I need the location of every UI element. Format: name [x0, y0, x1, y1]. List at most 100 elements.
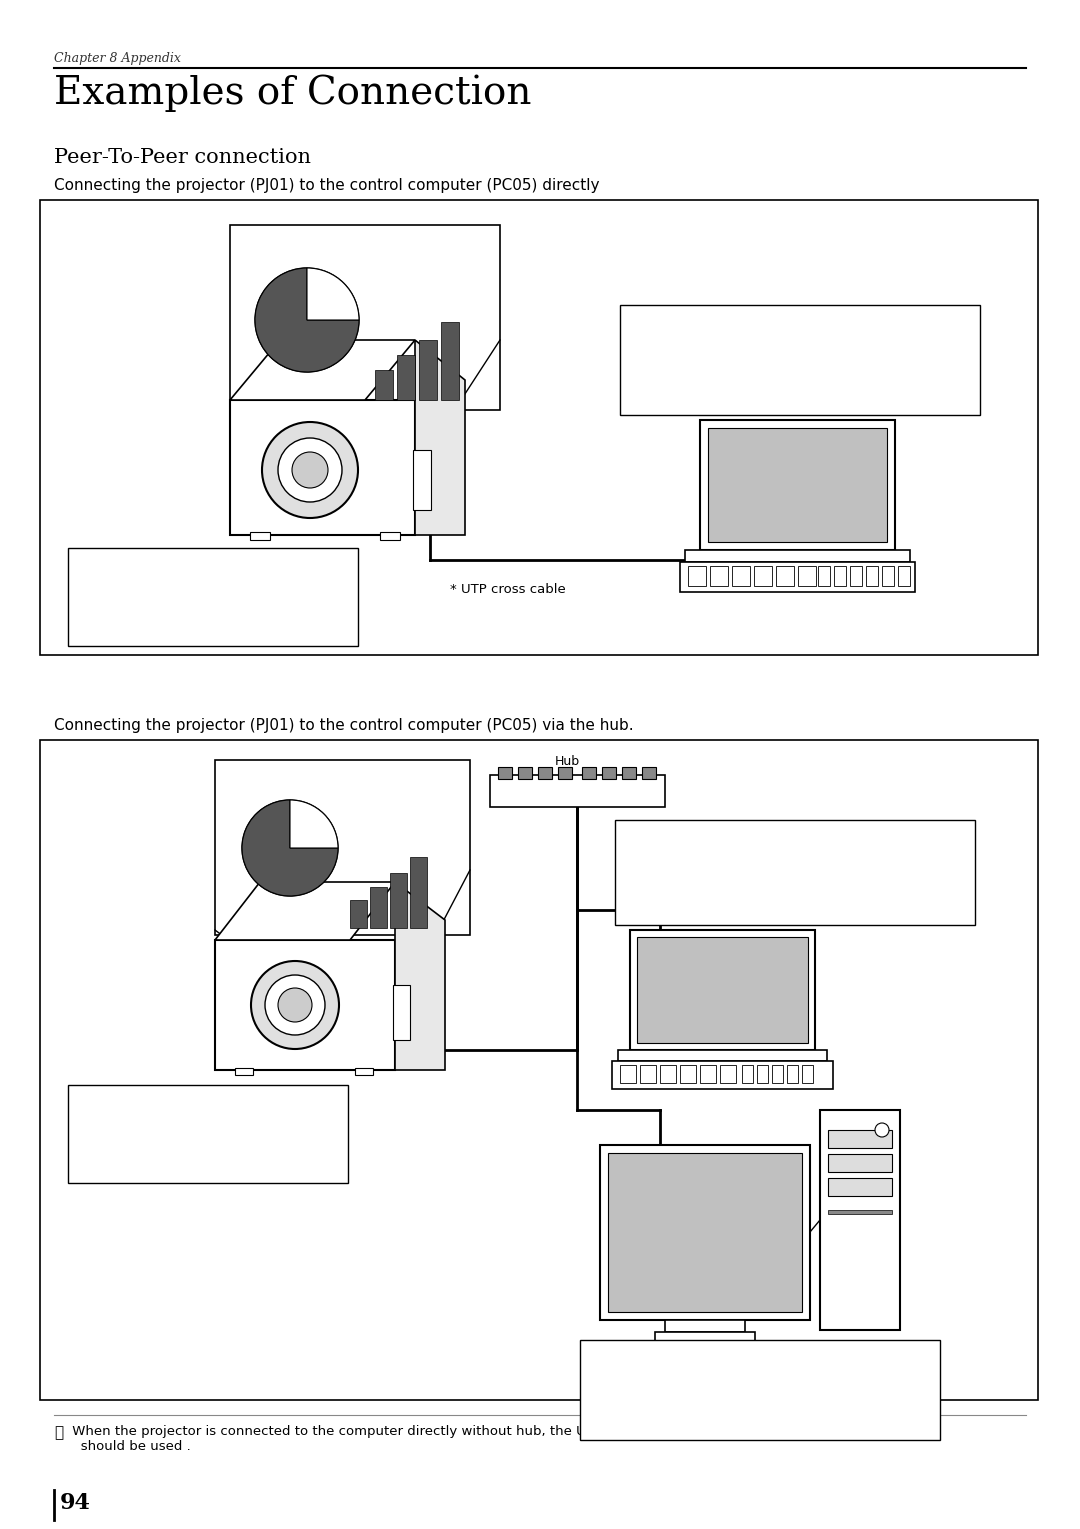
Bar [397, 355, 415, 401]
Bar [419, 339, 437, 401]
Text: Default Gateway: Default Gateway [627, 367, 721, 378]
Text: : 0.0.0.0: : 0.0.0.0 [206, 1153, 249, 1162]
Circle shape [278, 988, 312, 1021]
Bar [828, 1209, 892, 1214]
Text: : 0.0.0.0: : 0.0.0.0 [206, 1138, 249, 1148]
Bar [582, 768, 596, 778]
Bar [777, 566, 794, 586]
Bar [828, 1130, 892, 1148]
Text: Projector Name: PJ01: Projector Name: PJ01 [75, 553, 216, 567]
Polygon shape [415, 339, 465, 535]
Circle shape [875, 1122, 889, 1138]
Bar [600, 1145, 810, 1320]
Text: :: : [789, 896, 794, 907]
Text: : 192.168.0.2: : 192.168.0.2 [206, 1109, 275, 1119]
Polygon shape [230, 339, 415, 401]
Bar [370, 887, 387, 928]
Text: IP Address: IP Address [623, 849, 680, 858]
Text: Computer Name: PC05: Computer Name: PC05 [627, 313, 786, 326]
Bar [68, 1086, 348, 1183]
Circle shape [255, 268, 359, 372]
Text: Subnet Mask: Subnet Mask [588, 1384, 660, 1394]
Bar [40, 200, 1038, 654]
Bar [350, 901, 367, 928]
Bar [230, 225, 500, 410]
Bar [602, 768, 616, 778]
Bar [441, 323, 459, 401]
Wedge shape [255, 268, 359, 372]
Text: Projector Name: PJ01: Projector Name: PJ01 [75, 1092, 216, 1104]
Text: Subnet Mask: Subnet Mask [75, 587, 141, 596]
Text: : 255.255.255.0: : 255.255.255.0 [755, 1384, 843, 1394]
Bar [615, 820, 975, 925]
Bar [393, 985, 410, 1040]
Bar [215, 760, 470, 936]
Bar [249, 532, 270, 540]
Bar [375, 370, 393, 401]
Bar [757, 1066, 768, 1083]
Text: :: : [789, 881, 794, 890]
Text: IP Address: IP Address [75, 1109, 129, 1119]
Bar [654, 1332, 755, 1342]
Text: :: : [755, 1416, 758, 1427]
Bar [802, 1066, 813, 1083]
Circle shape [251, 962, 339, 1049]
Text: : 0.0.0.0: : 0.0.0.0 [208, 616, 251, 625]
Text: * UTP cross cable: * UTP cross cable [450, 583, 566, 596]
Text: : 255.255.255.0: : 255.255.255.0 [206, 1124, 289, 1133]
Bar [215, 940, 395, 1070]
Polygon shape [215, 882, 395, 940]
Bar [618, 1050, 827, 1061]
Bar [700, 420, 895, 550]
Circle shape [262, 422, 357, 518]
Text: : 255.255.255.0: : 255.255.255.0 [795, 352, 883, 361]
Text: Connecting the projector (PJ01) to the control computer (PC05) directly: Connecting the projector (PJ01) to the c… [54, 177, 599, 193]
Text: DNS: DNS [627, 382, 652, 393]
Bar [708, 428, 887, 541]
Bar [630, 930, 815, 1050]
Bar [380, 532, 400, 540]
Text: :: : [795, 367, 798, 378]
Polygon shape [395, 882, 445, 1070]
Wedge shape [242, 800, 338, 896]
Bar [558, 768, 572, 778]
Text: 94: 94 [60, 1492, 91, 1514]
Bar [680, 1066, 696, 1083]
Bar [413, 450, 431, 511]
Bar [897, 566, 910, 586]
Bar [685, 550, 910, 563]
Bar [828, 1177, 892, 1196]
Bar [834, 566, 846, 586]
Text: Computer Name: PC10: Computer Name: PC10 [588, 1349, 746, 1361]
Text: Connecting the projector (PJ01) to the control computer (PC05) via the hub.: Connecting the projector (PJ01) to the c… [54, 719, 634, 732]
Bar [230, 401, 415, 535]
Text: IP Address: IP Address [627, 335, 686, 346]
Bar [40, 740, 1038, 1401]
Text: DNS: DNS [75, 616, 96, 625]
Text: Default Gateway: Default Gateway [588, 1401, 681, 1410]
Text: :: : [795, 382, 798, 393]
Bar [498, 768, 512, 778]
Bar [355, 1067, 373, 1075]
Bar [680, 563, 915, 592]
Text: : 0.0.0.0: : 0.0.0.0 [208, 601, 251, 612]
Bar [410, 856, 427, 928]
Text: : 255.255.255.0: : 255.255.255.0 [208, 587, 292, 596]
Text: DNS: DNS [623, 896, 647, 907]
Bar [688, 566, 706, 586]
Bar [882, 566, 894, 586]
Bar [700, 1066, 716, 1083]
Text: Hub: Hub [555, 755, 580, 768]
Text: Subnet Mask: Subnet Mask [623, 864, 694, 875]
Text: Default Gateway: Default Gateway [623, 881, 717, 890]
Bar [660, 1066, 676, 1083]
Text: IP Address: IP Address [588, 1368, 646, 1378]
Bar [742, 1066, 753, 1083]
Text: : 192.168.0.5: : 192.168.0.5 [795, 335, 869, 346]
Text: IP Address: IP Address [75, 572, 129, 583]
Wedge shape [291, 800, 338, 849]
Bar [828, 1154, 892, 1173]
Wedge shape [307, 268, 359, 320]
Bar [772, 1066, 783, 1083]
Bar [720, 1066, 735, 1083]
